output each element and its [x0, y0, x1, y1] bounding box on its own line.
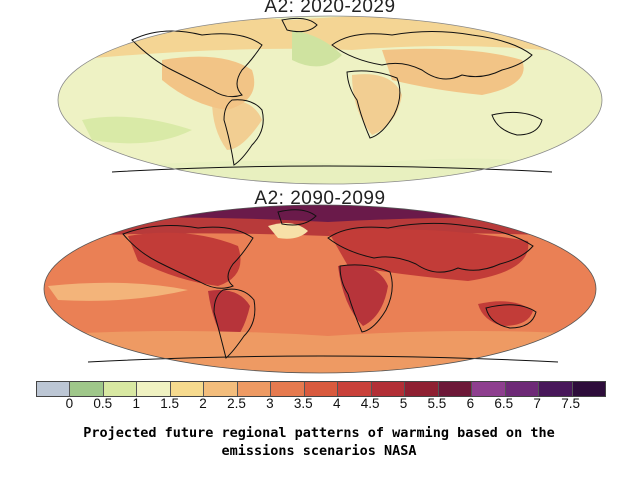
legend-swatch — [505, 382, 540, 396]
legend-swatch — [304, 382, 339, 396]
legend-tick-label: 1.5 — [160, 396, 180, 411]
map-warming-patch-africa — [352, 74, 402, 135]
legend-tick-label: 3 — [266, 396, 274, 411]
legend-tick-label: 2.5 — [227, 396, 246, 411]
figure-caption: Projected future regional patterns of wa… — [0, 424, 638, 460]
map-hot-patch-africa — [338, 265, 388, 326]
legend-tick-label: 2 — [199, 396, 207, 411]
temperature-legend: 0 0.5 1 1.5 2 2.5 3 3.5 4 4.5 5 5.5 6 6.5 7 7.5 — [28, 376, 612, 416]
legend-swatch — [271, 382, 305, 396]
map-pacific-patch — [48, 282, 188, 301]
map-southern-ocean-band — [44, 331, 596, 373]
legend-tick-label: 3.5 — [293, 396, 313, 411]
legend-swatch — [237, 382, 272, 396]
map-outline-bottom — [43, 204, 597, 374]
legend-tick-label: 0.5 — [93, 396, 113, 411]
map-outline-top — [57, 15, 603, 185]
map-cool-patch-north-atlantic — [268, 222, 308, 239]
legend-swatch — [204, 382, 238, 396]
map-hot-patch-australia — [478, 301, 533, 326]
legend-tick-label: 4 — [332, 396, 341, 411]
legend-tick-labels: 0 0.5 1 1.5 2 2.5 3 3.5 4 4.5 5 5.5 6 6.5 7 7.5 — [36, 396, 604, 414]
legend-swatch — [37, 382, 71, 396]
legend-swatch — [438, 382, 473, 396]
legend-swatch — [170, 382, 205, 396]
caption-line-2: emissions scenarios NASA — [221, 443, 417, 459]
map-title-2090-2099: A2: 2090-2099 — [254, 188, 386, 209]
map-panel-2020-2029: A2: 2020-2029 — [52, 0, 608, 186]
legend-tick-label: 0 — [65, 396, 74, 411]
legend-tick-label: 1 — [132, 396, 140, 411]
legend-tick-label: 6 — [466, 396, 475, 411]
legend-swatch — [572, 382, 605, 396]
legend-tick-label: 5.5 — [427, 396, 447, 411]
legend-swatch — [137, 382, 171, 396]
map-panel-2090-2099: A2: 2090-2099 — [28, 186, 612, 376]
legend-color-bar — [36, 381, 606, 397]
map-title-2020-2029: A2: 2020-2029 — [264, 0, 396, 17]
legend-tick-label: 4.5 — [360, 396, 380, 411]
legend-tick-label: 5 — [399, 396, 408, 411]
legend-tick-label: 7 — [533, 396, 541, 411]
map-warming-patch-asia — [382, 48, 524, 95]
legend-tick-label: 6.5 — [494, 396, 514, 411]
legend-swatch — [539, 382, 573, 396]
legend-swatch — [405, 382, 439, 396]
map-coastlines-top — [111, 17, 553, 173]
legend-swatch — [103, 382, 138, 396]
warming-map-2020-2029 — [57, 15, 603, 185]
map-hot-patch-north-america — [128, 232, 241, 286]
legend-swatch — [338, 382, 372, 396]
warming-map-2090-2099 — [43, 204, 597, 374]
legend-swatch — [371, 382, 406, 396]
legend-swatch — [70, 382, 104, 396]
map-cool-patch-atlantic — [292, 30, 342, 67]
legend-tick-label: 7.5 — [561, 396, 580, 411]
caption-line-1: Projected future regional patterns of wa… — [83, 425, 555, 441]
legend-swatch — [472, 382, 506, 396]
map-coastlines-bottom — [87, 209, 559, 363]
map-cool-patch-pacific — [82, 116, 192, 144]
